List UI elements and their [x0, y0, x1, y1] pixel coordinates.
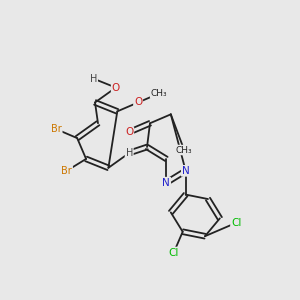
Text: O: O: [134, 98, 142, 107]
Text: O: O: [125, 127, 133, 137]
Text: Br: Br: [51, 124, 62, 134]
Text: CH₃: CH₃: [151, 89, 167, 98]
Text: Cl: Cl: [231, 218, 242, 228]
Text: N: N: [163, 178, 170, 188]
Text: Br: Br: [61, 166, 72, 176]
Text: H: H: [125, 148, 133, 158]
Text: O: O: [112, 82, 120, 93]
Text: CH₃: CH₃: [176, 146, 193, 154]
Text: N: N: [182, 166, 190, 176]
Text: H: H: [90, 74, 97, 84]
Text: Cl: Cl: [169, 248, 179, 257]
